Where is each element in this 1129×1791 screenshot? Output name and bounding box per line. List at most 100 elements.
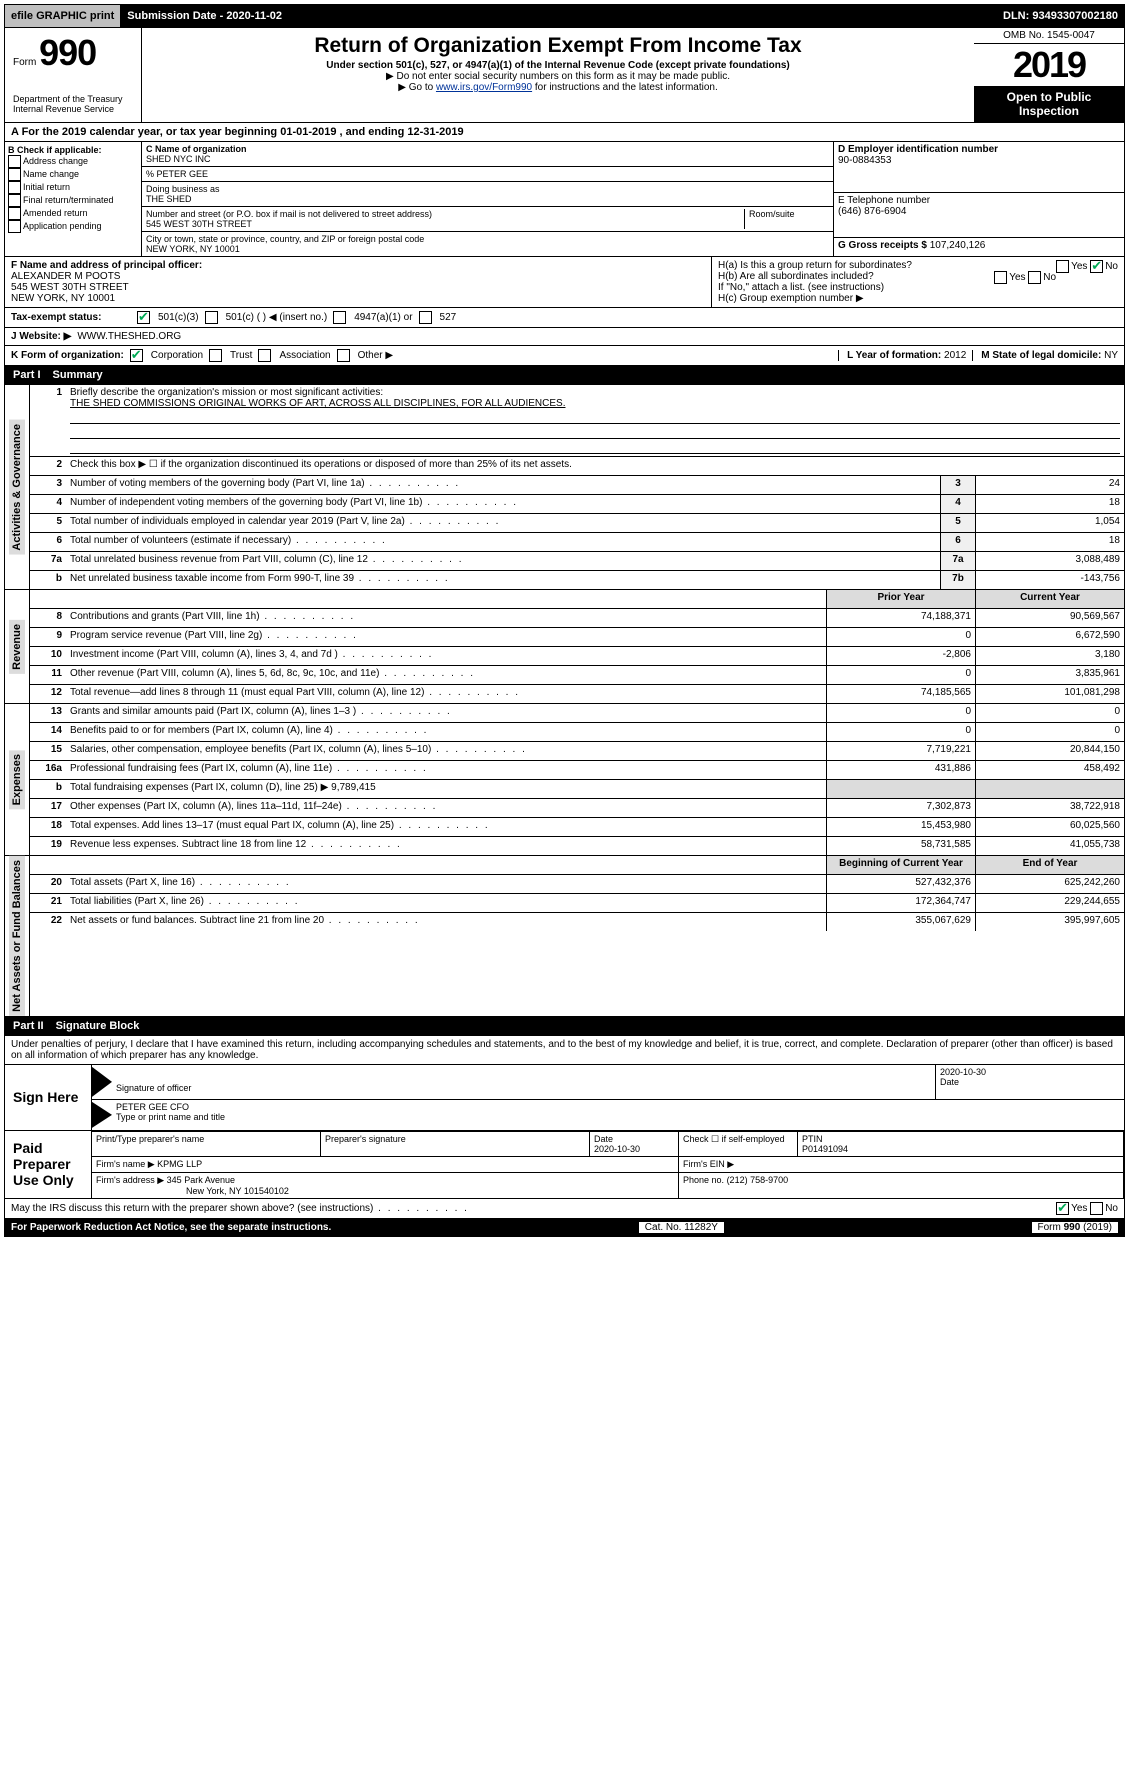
submission-date: Submission Date - 2020-11-02 <box>121 5 289 27</box>
summary-line: 20Total assets (Part X, line 16)527,432,… <box>30 875 1124 894</box>
row-a-period: A For the 2019 calendar year, or tax yea… <box>4 123 1125 142</box>
firm-phone: (212) 758-9700 <box>727 1175 789 1185</box>
tax-year: 2019 <box>974 44 1124 86</box>
irs-link[interactable]: www.irs.gov/Form990 <box>436 82 532 93</box>
ptin: P01491094 <box>802 1144 848 1154</box>
footer-row: For Paperwork Reduction Act Notice, see … <box>4 1219 1125 1237</box>
firm-address: 345 Park Avenue <box>167 1175 235 1185</box>
summary-line: 2Check this box ▶ ☐ if the organization … <box>30 457 1124 476</box>
summary-line: 21Total liabilities (Part X, line 26)172… <box>30 894 1124 913</box>
section-label: Activities & Governance <box>9 420 25 555</box>
chk-other[interactable] <box>337 349 350 362</box>
officer-name: ALEXANDER M POOTS <box>11 271 705 282</box>
summary-section: Net Assets or Fund BalancesBeginning of … <box>4 856 1125 1017</box>
summary-section: Activities & Governance 1Briefly describe… <box>4 385 1125 590</box>
note-link: ▶ Go to www.irs.gov/Form990 for instruct… <box>146 82 970 93</box>
chk-address[interactable]: Address change <box>8 155 138 168</box>
chk-501c[interactable] <box>205 311 218 324</box>
chk-trust[interactable] <box>209 349 222 362</box>
part-1-header: Part ISummary <box>4 366 1125 385</box>
paid-preparer-label: Paid Preparer Use Only <box>5 1131 92 1198</box>
summary-line: 4Number of independent voting members of… <box>30 495 1124 514</box>
discuss-no[interactable] <box>1090 1202 1103 1215</box>
officer-name-title: PETER GEE CFO <box>116 1102 1120 1112</box>
arrow-icon <box>92 1102 112 1128</box>
website-url: WWW.THESHED.ORG <box>77 331 181 342</box>
summary-line: 10Investment income (Part VIII, column (… <box>30 647 1124 666</box>
gross-receipts: 107,240,126 <box>930 240 986 251</box>
dln: DLN: 93493307002180 <box>997 5 1124 27</box>
omb-number: OMB No. 1545-0047 <box>974 28 1124 44</box>
summary-section: Expenses 13Grants and similar amounts pai… <box>4 704 1125 856</box>
chk-assoc[interactable] <box>258 349 271 362</box>
summary-line: 12Total revenue—add lines 8 through 11 (… <box>30 685 1124 703</box>
summary-section: RevenuePrior YearCurrent Year8Contributi… <box>4 590 1125 704</box>
sign-date: 2020-10-30 <box>940 1067 1120 1077</box>
ein: 90-0884353 <box>838 155 1120 166</box>
chk-name[interactable]: Name change <box>8 168 138 181</box>
summary-line: bTotal fundraising expenses (Part IX, co… <box>30 780 1124 799</box>
chk-501c3[interactable] <box>137 311 150 324</box>
chk-pending[interactable]: Application pending <box>8 220 138 233</box>
chk-initial[interactable]: Initial return <box>8 181 138 194</box>
chk-corp[interactable] <box>130 349 143 362</box>
open-to-public: Open to Public Inspection <box>974 86 1124 122</box>
form-subtitle: Under section 501(c), 527, or 4947(a)(1)… <box>146 60 970 71</box>
summary-line: 7aTotal unrelated business revenue from … <box>30 552 1124 571</box>
org-name: SHED NYC INC <box>146 154 829 164</box>
section-fh: F Name and address of principal officer:… <box>4 257 1125 308</box>
sign-here-label: Sign Here <box>5 1065 92 1130</box>
spacer <box>289 5 997 27</box>
department: Department of the Treasury Internal Reve… <box>13 94 133 114</box>
summary-line: 1Briefly describe the organization's mis… <box>30 385 1124 457</box>
care-of: % PETER GEE <box>142 167 833 182</box>
klm-row: K Form of organization: Corporation Trus… <box>4 346 1125 366</box>
tax-exempt-status: Tax-exempt status: 501(c)(3) 501(c) ( ) … <box>4 308 1125 328</box>
discuss-row: May the IRS discuss this return with the… <box>4 1199 1125 1219</box>
top-bar: efile GRAPHIC print Submission Date - 20… <box>4 4 1125 28</box>
phone: (646) 876-6904 <box>838 206 1120 217</box>
section-label: Expenses <box>9 750 25 809</box>
chk-4947[interactable] <box>333 311 346 324</box>
state-domicile: NY <box>1104 350 1118 361</box>
summary-line: 17Other expenses (Part IX, column (A), l… <box>30 799 1124 818</box>
box-c: C Name of organization SHED NYC INC % PE… <box>142 142 834 256</box>
discuss-yes[interactable] <box>1056 1202 1069 1215</box>
h-c: H(c) Group exemption number ▶ <box>718 293 1118 304</box>
note-ssn: ▶ Do not enter social security numbers o… <box>146 71 970 82</box>
sign-here-section: Sign Here Signature of officer 2020-10-3… <box>4 1065 1125 1131</box>
summary-line: 9Program service revenue (Part VIII, lin… <box>30 628 1124 647</box>
summary-line: 18Total expenses. Add lines 13–17 (must … <box>30 818 1124 837</box>
section-label: Revenue <box>9 620 25 674</box>
chk-527[interactable] <box>419 311 432 324</box>
h-a: H(a) Is this a group return for subordin… <box>718 260 1118 271</box>
room-suite: Room/suite <box>744 209 829 229</box>
chk-final[interactable]: Final return/terminated <box>8 194 138 207</box>
dba-name: THE SHED <box>146 194 829 204</box>
summary-line: 15Salaries, other compensation, employee… <box>30 742 1124 761</box>
form-title: Return of Organization Exempt From Incom… <box>146 34 970 58</box>
perjury-statement: Under penalties of perjury, I declare th… <box>4 1036 1125 1065</box>
efile-graphic-print[interactable]: efile GRAPHIC print <box>5 5 121 27</box>
form-number: 990 <box>39 32 96 73</box>
part-2-header: Part IISignature Block <box>4 1017 1125 1036</box>
website-row: J Website: ▶ WWW.THESHED.ORG <box>4 328 1125 346</box>
summary-line: 22Net assets or fund balances. Subtract … <box>30 913 1124 931</box>
summary-line: bNet unrelated business taxable income f… <box>30 571 1124 589</box>
section-bcdeg: B Check if applicable: Address change Na… <box>4 142 1125 257</box>
section-label: Net Assets or Fund Balances <box>9 856 25 1016</box>
summary-line: 3Number of voting members of the governi… <box>30 476 1124 495</box>
summary-line: 5Total number of individuals employed in… <box>30 514 1124 533</box>
form-header: Form 990 Department of the Treasury Inte… <box>4 28 1125 123</box>
form-prefix: Form <box>13 57 36 68</box>
summary-line: 14Benefits paid to or for members (Part … <box>30 723 1124 742</box>
box-b: B Check if applicable: Address change Na… <box>5 142 142 256</box>
summary-line: 19Revenue less expenses. Subtract line 1… <box>30 837 1124 855</box>
paid-preparer-section: Paid Preparer Use Only Print/Type prepar… <box>4 1131 1125 1199</box>
summary-line: 16aProfessional fundraising fees (Part I… <box>30 761 1124 780</box>
arrow-icon <box>92 1067 112 1097</box>
summary-line: 13Grants and similar amounts paid (Part … <box>30 704 1124 723</box>
h-b-note: If "No," attach a list. (see instruction… <box>718 282 1118 293</box>
chk-amended[interactable]: Amended return <box>8 207 138 220</box>
summary-line: 8Contributions and grants (Part VIII, li… <box>30 609 1124 628</box>
